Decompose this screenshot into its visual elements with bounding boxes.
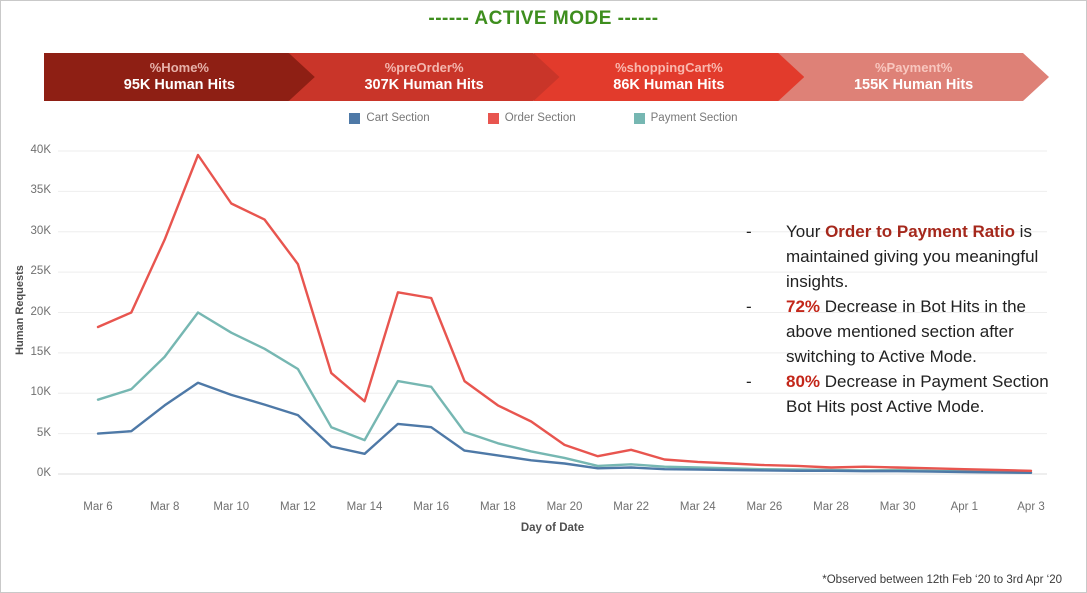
chart-legend: Cart Section Order Section Payment Section bbox=[1, 112, 1086, 124]
insight-dash: - bbox=[746, 297, 752, 316]
x-tick-label: Mar 24 bbox=[679, 501, 716, 513]
legend-label: Order Section bbox=[504, 112, 576, 124]
x-tick-label: Apr 3 bbox=[1017, 501, 1045, 513]
x-tick-label: Mar 14 bbox=[346, 501, 383, 513]
funnel-system-label: %Payment% bbox=[874, 60, 953, 75]
legend-swatch-icon bbox=[487, 112, 499, 124]
funnel-segment: %shoppingCart% 86K Human Hits bbox=[534, 53, 805, 101]
x-tick-label: Apr 1 bbox=[950, 501, 979, 513]
y-tick-label: 40K bbox=[30, 144, 51, 156]
insight-text: Your Order to Payment Ratio is maintaine… bbox=[786, 222, 1039, 291]
funnel-hits-label: 307K Human Hits bbox=[364, 77, 484, 93]
x-tick-label: Mar 18 bbox=[479, 501, 516, 513]
footnote: *Observed between 12th Feb ‘20 to 3rd Ap… bbox=[822, 574, 1062, 586]
insight-item: - 72% Decrease in Bot Hits in the above m… bbox=[746, 294, 1058, 369]
x-tick-label: Mar 12 bbox=[280, 501, 316, 513]
funnel-segment: %preOrder% 307K Human Hits bbox=[289, 53, 560, 101]
x-tick-label: Mar 22 bbox=[613, 501, 650, 513]
x-axis-label: Day of Date bbox=[520, 522, 585, 534]
funnel-banner: %Home% 95K Human Hits %preOrder% 307K Human… bbox=[44, 53, 1049, 101]
insight-item: - Your Order to Payment Ratio is maintain… bbox=[746, 219, 1058, 294]
insight-item: - 80% Decrease in Payment Section Bot Hit… bbox=[746, 369, 1058, 419]
insights-panel: - Your Order to Payment Ratio is maintain… bbox=[746, 219, 1058, 419]
y-tick-label: 5K bbox=[36, 426, 51, 439]
active-mode-title: ------ ACTIVE MODE ------ bbox=[428, 8, 659, 29]
y-tick-label: 20K bbox=[30, 305, 51, 318]
x-tick-label: Mar 20 bbox=[546, 501, 583, 513]
y-tick-label: 10K bbox=[30, 386, 51, 399]
legend-swatch-icon bbox=[349, 112, 361, 124]
insight-dash: - bbox=[746, 222, 752, 241]
insight-dash: - bbox=[746, 372, 752, 391]
funnel-system-label: %preOrder% bbox=[384, 60, 464, 75]
insight-text: 80% Decrease in Payment Section Bot Hits… bbox=[786, 372, 1049, 416]
x-tick-label: Mar 10 bbox=[213, 501, 250, 513]
legend-item[interactable]: Cart Section bbox=[349, 112, 430, 124]
x-tick-label: Mar 30 bbox=[879, 501, 916, 513]
funnel-system-label: %shoppingCart% bbox=[615, 60, 723, 75]
funnel-system-label: %Home% bbox=[149, 60, 209, 75]
x-tick-label: Mar 28 bbox=[813, 501, 849, 513]
legend-label: Payment Section bbox=[650, 112, 738, 124]
legend-swatch-icon bbox=[633, 112, 645, 124]
x-tick-label: Mar 8 bbox=[149, 501, 180, 513]
y-axis-label: Human Requests bbox=[14, 265, 26, 355]
y-tick-label: 35K bbox=[30, 184, 51, 197]
y-tick-label: 30K bbox=[30, 224, 51, 237]
legend-label: Cart Section bbox=[366, 112, 430, 124]
funnel-hits-label: 155K Human Hits bbox=[853, 77, 974, 93]
insight-text: 72% Decrease in Bot Hits in the above me… bbox=[786, 297, 1027, 366]
y-tick-label: 15K bbox=[30, 345, 51, 358]
x-tick-label: Mar 26 bbox=[746, 501, 783, 513]
y-tick-label: 25K bbox=[30, 265, 51, 278]
legend-item[interactable]: Order Section bbox=[487, 112, 576, 124]
funnel-segment: %Payment% 155K Human Hits bbox=[778, 53, 1049, 101]
x-tick-label: Mar 6 bbox=[83, 501, 113, 513]
funnel-hits-label: 95K Human Hits bbox=[123, 77, 235, 93]
series-line-order-section bbox=[96, 153, 1033, 472]
funnel-hits-label: 86K Human Hits bbox=[613, 77, 725, 93]
funnel-segment: %Home% 95K Human Hits bbox=[44, 53, 315, 101]
legend-item[interactable]: Payment Section bbox=[633, 112, 738, 124]
y-tick-label: 0K bbox=[36, 467, 51, 479]
series-line-cart-section bbox=[96, 381, 1033, 474]
x-tick-label: Mar 16 bbox=[413, 501, 450, 513]
